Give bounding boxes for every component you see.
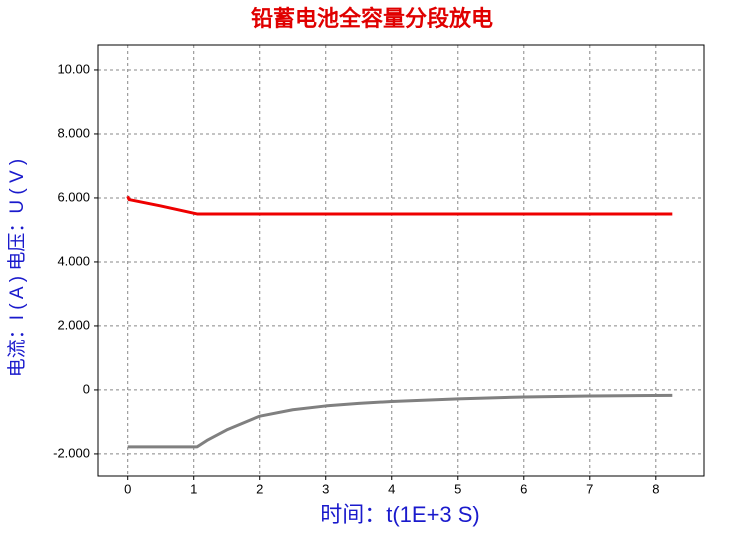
y-tick-label: 0 xyxy=(83,381,90,396)
y-tick-label: 2.000 xyxy=(57,317,90,332)
x-tick-label: 7 xyxy=(586,481,593,496)
x-tick-label: 5 xyxy=(454,481,461,496)
y-tick-label: 10.00 xyxy=(57,61,90,76)
x-tick-label: 2 xyxy=(256,481,263,496)
y-axis-label: 电流：I ( A ) 电压：U ( V ) xyxy=(6,159,28,378)
x-tick-label: 0 xyxy=(124,481,131,496)
x-tick-label: 6 xyxy=(520,481,527,496)
chart-title: 铅蓄电池全容量分段放电 xyxy=(251,6,493,32)
y-tick-label: 6.000 xyxy=(57,189,90,204)
data-line xyxy=(126,195,673,216)
y-tick-label: -2.000 xyxy=(53,445,90,460)
y-tick-label: 4.000 xyxy=(57,253,90,268)
x-tick-label: 1 xyxy=(190,481,197,496)
x-axis-label: 时间：t(1E+3 S) xyxy=(320,502,480,527)
data-line xyxy=(127,393,673,449)
y-tick-label: 8.000 xyxy=(57,125,90,140)
plot-frame xyxy=(97,44,705,477)
x-tick-label: 4 xyxy=(388,481,395,496)
x-tick-label: 8 xyxy=(652,481,659,496)
x-tick-label: 3 xyxy=(322,481,329,496)
